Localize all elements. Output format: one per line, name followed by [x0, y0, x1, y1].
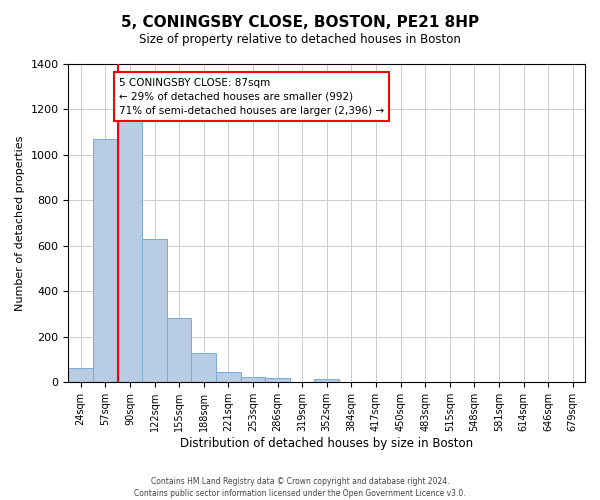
Bar [142, 239, 167, 382]
Text: 5, CONINGSBY CLOSE, BOSTON, PE21 8HP: 5, CONINGSBY CLOSE, BOSTON, PE21 8HP [121, 15, 479, 30]
Text: Size of property relative to detached houses in Boston: Size of property relative to detached ho… [139, 32, 461, 46]
Bar [265, 378, 290, 382]
Bar [191, 353, 216, 382]
Text: Contains HM Land Registry data © Crown copyright and database right 2024.
Contai: Contains HM Land Registry data © Crown c… [134, 476, 466, 498]
X-axis label: Distribution of detached houses by size in Boston: Distribution of detached houses by size … [180, 437, 473, 450]
Bar [241, 376, 265, 382]
Y-axis label: Number of detached properties: Number of detached properties [15, 136, 25, 311]
Bar [216, 372, 241, 382]
Bar [118, 118, 142, 382]
Bar [68, 368, 93, 382]
Text: 5 CONINGSBY CLOSE: 87sqm
← 29% of detached houses are smaller (992)
71% of semi-: 5 CONINGSBY CLOSE: 87sqm ← 29% of detach… [119, 78, 384, 116]
Bar [167, 318, 191, 382]
Bar [314, 379, 339, 382]
Bar [93, 139, 118, 382]
